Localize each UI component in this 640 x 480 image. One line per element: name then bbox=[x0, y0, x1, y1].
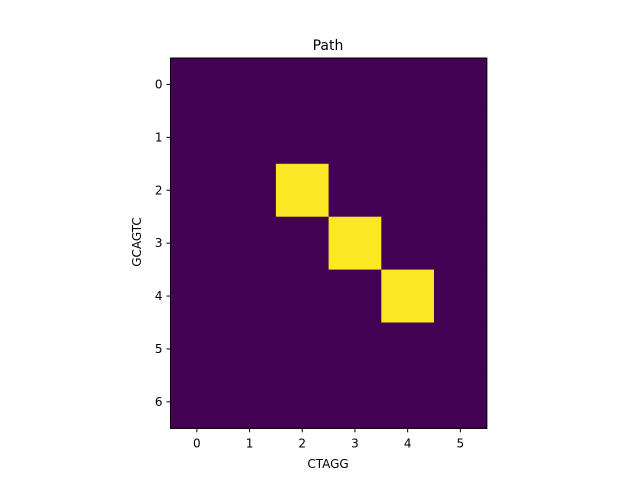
heatmap-cell bbox=[223, 110, 277, 165]
heatmap-cell bbox=[381, 110, 435, 165]
heatmap-cell bbox=[275, 163, 330, 218]
heatmap-cell bbox=[328, 216, 382, 271]
heatmap-cell bbox=[275, 110, 330, 165]
heatmap-cell bbox=[170, 322, 224, 376]
heatmap-cell bbox=[381, 163, 435, 218]
heatmap-cell bbox=[434, 216, 488, 271]
heatmap-cell bbox=[223, 58, 277, 112]
heatmap-cell bbox=[223, 163, 277, 218]
heatmap-cell bbox=[381, 216, 435, 271]
heatmap-cell bbox=[328, 375, 382, 429]
heatmap-cell bbox=[170, 269, 224, 324]
heatmap-cell bbox=[328, 58, 382, 112]
x-axis-ticks: 0 1 2 3 4 5 bbox=[193, 428, 464, 450]
x-tick-label: 2 bbox=[298, 436, 306, 450]
heatmap-cell bbox=[170, 163, 224, 218]
heatmap-cell bbox=[434, 269, 488, 324]
y-tick-label: 2 bbox=[155, 183, 163, 197]
y-tick-label: 5 bbox=[155, 342, 163, 356]
x-tick-label: 1 bbox=[246, 436, 254, 450]
heatmap-cell bbox=[381, 58, 435, 112]
heatmap-cell bbox=[381, 269, 435, 324]
heatmap-cell bbox=[328, 163, 382, 218]
heatmap-cell bbox=[275, 269, 330, 324]
y-tick-label: 3 bbox=[155, 236, 163, 250]
heatmap-cells bbox=[170, 58, 488, 429]
y-tick-label: 6 bbox=[155, 395, 163, 409]
heatmap-cell bbox=[170, 375, 224, 429]
x-tick-label: 5 bbox=[457, 436, 465, 450]
heatmap-cell bbox=[223, 269, 277, 324]
y-tick-label: 0 bbox=[155, 77, 163, 91]
x-tick-label: 0 bbox=[193, 436, 201, 450]
heatmap-cell bbox=[434, 322, 488, 376]
heatmap-cell bbox=[223, 216, 277, 271]
heatmap-cell bbox=[328, 110, 382, 165]
heatmap-cell bbox=[328, 322, 382, 376]
heatmap-cell bbox=[434, 58, 488, 112]
y-tick-label: 4 bbox=[155, 289, 163, 303]
x-tick-label: 3 bbox=[351, 436, 359, 450]
heatmap-cell bbox=[434, 375, 488, 429]
heatmap-cell bbox=[328, 269, 382, 324]
heatmap-cell bbox=[381, 375, 435, 429]
heatmap-cell bbox=[223, 375, 277, 429]
x-tick-label: 4 bbox=[404, 436, 412, 450]
heatmap-cell bbox=[381, 322, 435, 376]
heatmap-cell bbox=[275, 322, 330, 376]
heatmap-cell bbox=[275, 216, 330, 271]
heatmap-cell bbox=[434, 163, 488, 218]
heatmap-cell bbox=[170, 216, 224, 271]
y-tick-label: 1 bbox=[155, 130, 163, 144]
chart-title: Path bbox=[313, 38, 344, 54]
y-axis-ticks: 0 1 2 3 4 5 6 bbox=[155, 77, 171, 409]
heatmap-cell bbox=[434, 110, 488, 165]
heatmap-cell bbox=[170, 110, 224, 165]
x-axis-label: CTAGG bbox=[307, 457, 348, 471]
heatmap-cell bbox=[275, 375, 330, 429]
heatmap-cell bbox=[170, 58, 224, 112]
y-axis-label: GCAGTC bbox=[130, 217, 144, 267]
heatmap-cell bbox=[223, 322, 277, 376]
heatmap-cell bbox=[275, 58, 330, 112]
